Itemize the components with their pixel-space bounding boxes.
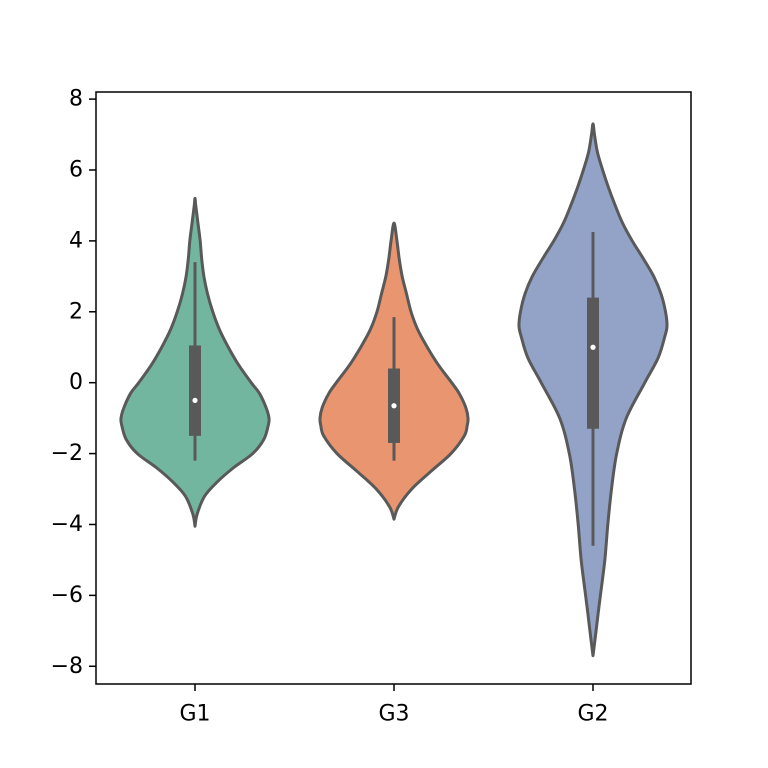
y-tick-label: 2 <box>69 299 83 324</box>
y-tick-label: −2 <box>51 441 83 466</box>
x-tick-label: G3 <box>378 702 409 727</box>
y-tick-label: −6 <box>51 583 83 608</box>
iqr-box <box>587 297 599 429</box>
x-tick-label: G1 <box>179 702 210 727</box>
y-tick-label: −8 <box>51 654 83 679</box>
x-tick-label: G2 <box>577 702 608 727</box>
violin-G1 <box>119 196 271 528</box>
iqr-box <box>189 345 201 436</box>
y-tick-label: 4 <box>69 228 83 253</box>
violin-G2 <box>517 122 669 658</box>
violins-layer <box>119 122 669 658</box>
y-tick-label: 6 <box>69 157 83 182</box>
y-axis: −8 −6 −4 −2 0 2 4 6 8 <box>51 87 96 679</box>
y-tick-label: 0 <box>69 370 83 395</box>
median-marker <box>590 344 596 350</box>
median-marker <box>391 403 397 409</box>
y-tick-label: 8 <box>69 87 83 112</box>
y-tick-label: −4 <box>51 512 83 537</box>
violin-G3 <box>318 221 470 521</box>
median-marker <box>192 397 198 404</box>
x-axis: G1 G3 G2 <box>179 684 609 727</box>
